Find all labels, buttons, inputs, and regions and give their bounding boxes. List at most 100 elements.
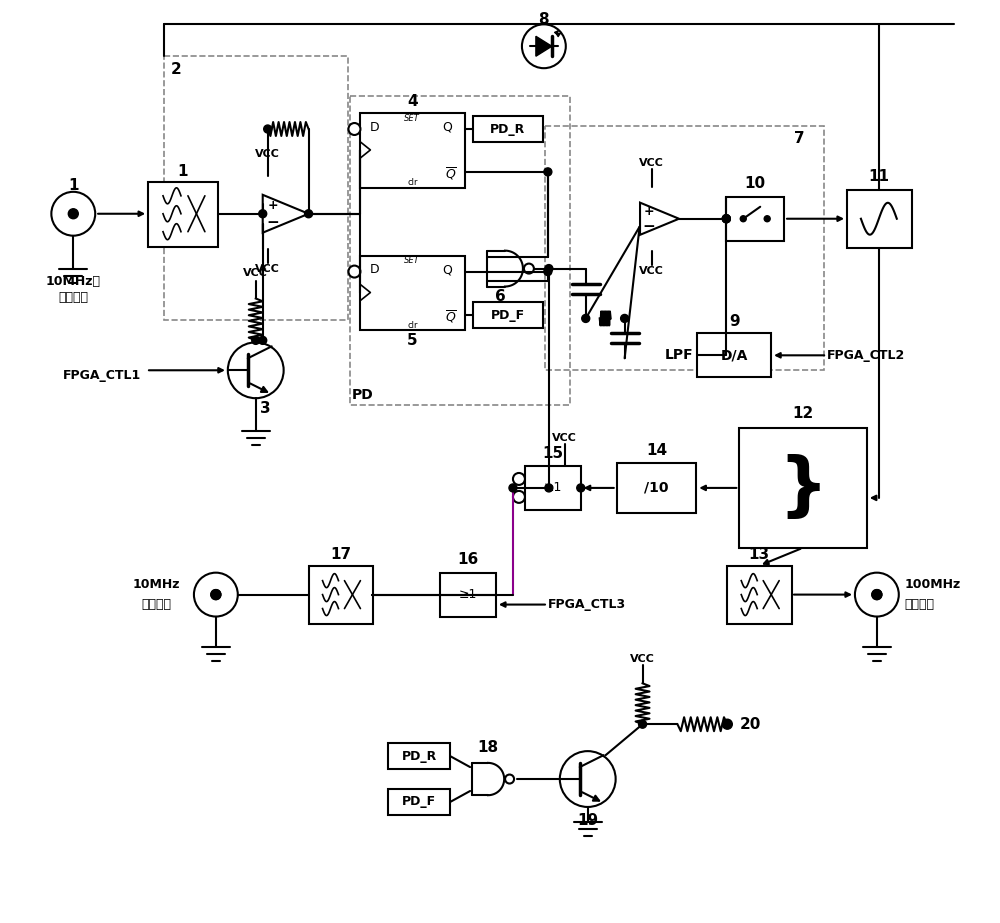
Bar [726, 197, 784, 241]
Bar [360, 113, 465, 187]
Bar [847, 190, 912, 247]
Text: VCC: VCC [255, 149, 280, 159]
Text: 3: 3 [260, 401, 271, 415]
Text: 16: 16 [457, 552, 479, 568]
Text: D: D [370, 121, 379, 134]
Text: }: } [778, 454, 828, 521]
Text: 18: 18 [477, 739, 499, 755]
Circle shape [348, 123, 360, 135]
Circle shape [545, 484, 553, 492]
Text: VCC: VCC [630, 654, 655, 665]
Text: FPGA_CTL2: FPGA_CTL2 [827, 349, 905, 362]
Text: 参考输入: 参考输入 [58, 291, 88, 304]
Text: PD_F: PD_F [491, 309, 525, 322]
Bar [388, 743, 450, 769]
Circle shape [228, 342, 284, 398]
Text: D: D [370, 263, 379, 276]
Circle shape [509, 484, 517, 492]
Circle shape [545, 265, 553, 272]
Text: 14: 14 [646, 442, 667, 458]
Text: 9: 9 [729, 314, 740, 329]
Text: 7: 7 [794, 131, 804, 147]
Circle shape [211, 590, 221, 600]
Circle shape [582, 315, 590, 322]
Circle shape [764, 216, 770, 222]
Circle shape [560, 751, 616, 807]
Text: 10MHz外: 10MHz外 [46, 275, 101, 288]
Text: 100MHz: 100MHz [905, 578, 961, 591]
Polygon shape [263, 195, 309, 233]
Text: 5: 5 [407, 333, 418, 348]
Circle shape [639, 720, 647, 728]
Text: 1: 1 [178, 164, 188, 179]
Text: 13: 13 [749, 547, 770, 562]
Text: 10MHz: 10MHz [132, 578, 180, 591]
Circle shape [621, 315, 629, 322]
Circle shape [513, 491, 525, 503]
Circle shape [513, 473, 525, 485]
Circle shape [522, 24, 566, 68]
Text: 2: 2 [171, 62, 181, 77]
Text: VCC: VCC [243, 268, 268, 278]
Bar [164, 56, 348, 320]
Text: ≥1: ≥1 [459, 588, 477, 601]
Text: 19: 19 [577, 813, 598, 829]
Text: VCC: VCC [639, 158, 664, 168]
Circle shape [505, 774, 514, 784]
Text: SET: SET [404, 114, 420, 123]
Circle shape [259, 336, 267, 344]
Bar [388, 789, 450, 815]
Circle shape [259, 210, 267, 218]
Bar [309, 566, 373, 624]
Circle shape [722, 215, 730, 222]
Circle shape [252, 336, 260, 344]
Bar [697, 333, 771, 378]
Bar [473, 116, 543, 142]
Text: PD_R: PD_R [402, 749, 437, 762]
Text: 4: 4 [407, 93, 418, 109]
Text: 15: 15 [542, 446, 563, 461]
Bar [148, 182, 218, 246]
Circle shape [305, 210, 313, 218]
Text: −: − [642, 219, 655, 234]
Circle shape [51, 192, 95, 235]
Text: PD_F: PD_F [402, 796, 436, 809]
Circle shape [348, 266, 360, 278]
Circle shape [211, 590, 221, 600]
Text: 6: 6 [495, 289, 505, 304]
Circle shape [722, 215, 730, 222]
Text: D/A: D/A [721, 348, 748, 363]
Text: VCC: VCC [639, 266, 664, 276]
Circle shape [740, 216, 746, 222]
Circle shape [544, 168, 552, 176]
Bar [525, 466, 581, 509]
Text: FPGA_CTL3: FPGA_CTL3 [548, 598, 626, 611]
Text: VCC: VCC [552, 433, 577, 443]
Text: 1: 1 [68, 178, 79, 193]
Circle shape [68, 209, 78, 219]
Circle shape [872, 590, 882, 600]
Circle shape [722, 719, 732, 729]
Text: ≥1: ≥1 [544, 482, 562, 495]
Text: /10: /10 [644, 481, 669, 495]
Polygon shape [536, 36, 552, 56]
Circle shape [722, 215, 730, 222]
Text: 12: 12 [792, 405, 814, 421]
Text: clr: clr [407, 178, 418, 187]
Text: FPGA_CTL1: FPGA_CTL1 [63, 369, 141, 382]
Text: +: + [267, 199, 278, 212]
Bar [617, 463, 696, 513]
Bar [350, 96, 570, 405]
Bar [727, 566, 792, 624]
Bar [473, 303, 543, 329]
Bar [360, 256, 465, 330]
Text: Q: Q [442, 121, 452, 134]
Text: VCC: VCC [255, 264, 280, 273]
Bar [739, 428, 867, 547]
Text: 17: 17 [330, 547, 351, 562]
Polygon shape [640, 203, 679, 234]
Text: 8: 8 [539, 12, 549, 27]
Text: 20: 20 [739, 716, 761, 732]
Text: 11: 11 [868, 169, 889, 185]
Circle shape [872, 590, 882, 600]
